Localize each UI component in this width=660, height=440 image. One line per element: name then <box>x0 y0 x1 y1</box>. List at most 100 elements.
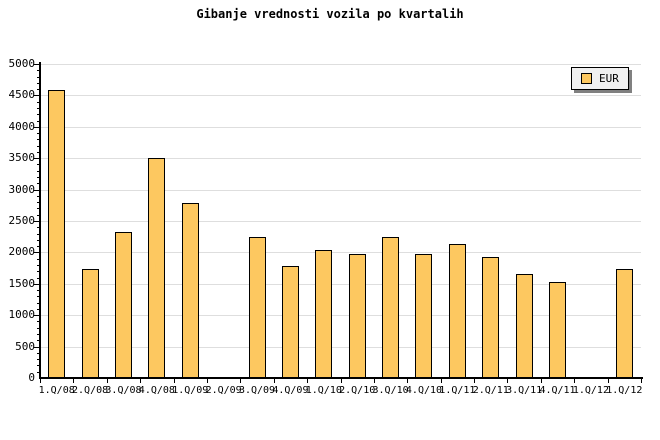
bar-1.Q/12 <box>615 269 633 378</box>
x-tick <box>474 379 476 383</box>
x-tick <box>173 379 175 383</box>
x-tick <box>307 379 309 383</box>
y-tick-label: 3000 <box>8 182 36 196</box>
x-tick <box>106 379 108 383</box>
y-tick-minor-100 <box>37 371 40 373</box>
x-tick-label: 3.Q/08 <box>105 385 142 396</box>
bar-1.Q/09 <box>181 203 199 378</box>
x-tick-label: 1.Q/10 <box>305 385 342 396</box>
bar-2.Q/10 <box>348 253 366 378</box>
y-tick-label: 500 <box>15 339 35 353</box>
y-tick-label: 2500 <box>8 214 36 227</box>
gridline-4000 <box>40 126 641 128</box>
x-tick-label: 2.Q/08 <box>72 385 109 396</box>
y-tick-major-500 <box>34 346 40 348</box>
x-tick <box>574 379 576 383</box>
x-tick-label: 1.Q/12 <box>606 385 643 396</box>
y-tick-minor-3800 <box>37 139 40 141</box>
legend-swatch-eur <box>581 73 592 84</box>
x-tick-label: 1.Q/09 <box>172 385 209 396</box>
x-tick <box>340 379 342 383</box>
y-tick-major-4000 <box>34 126 40 128</box>
y-tick-minor-400 <box>37 352 40 354</box>
bar-3.Q/09 <box>248 236 266 378</box>
y-tick-minor-3600 <box>37 151 40 153</box>
legend-label: EUR <box>599 71 619 85</box>
y-tick-minor-4200 <box>37 114 40 116</box>
y-tick-minor-4700 <box>37 82 40 84</box>
x-tick <box>273 379 275 383</box>
y-tick-label: 3500 <box>8 151 36 165</box>
y-tick-minor-300 <box>37 359 40 361</box>
x-tick <box>607 379 609 383</box>
gridline-500 <box>40 346 641 348</box>
gridline-2500 <box>40 221 641 222</box>
gridline-4500 <box>40 95 641 97</box>
x-tick <box>73 379 75 383</box>
y-tick-minor-2200 <box>37 239 40 241</box>
y-tick-minor-4900 <box>37 70 40 72</box>
y-tick-major-3000 <box>34 189 40 191</box>
y-tick-major-2000 <box>34 252 40 254</box>
y-tick-minor-3900 <box>37 133 40 135</box>
bar-3.Q/11 <box>515 273 533 378</box>
bar-4.Q/08 <box>148 158 166 378</box>
x-tick <box>206 379 208 383</box>
bar-3.Q/08 <box>114 231 132 378</box>
y-tick-minor-900 <box>37 321 40 323</box>
y-tick-minor-1600 <box>37 277 40 279</box>
x-tick-label: 3.Q/11 <box>506 385 543 396</box>
y-tick-minor-2300 <box>37 233 40 235</box>
x-tick-label: 1.Q/12 <box>572 385 609 396</box>
y-tick-minor-1100 <box>37 308 40 310</box>
bar-1.Q/11 <box>448 243 466 378</box>
x-tick-label: 3.Q/09 <box>238 385 276 396</box>
y-tick-label: 4500 <box>8 88 36 102</box>
x-tick-label: 2.Q/09 <box>205 385 242 396</box>
y-tick-major-2500 <box>34 221 40 222</box>
x-tick <box>641 379 642 383</box>
chart-title: Gibanje vrednosti vozila po kvartalih <box>196 7 464 21</box>
y-tick-label: 1500 <box>8 276 36 290</box>
bar-4.Q/11 <box>549 281 567 378</box>
bar-2.Q/11 <box>482 256 500 378</box>
y-tick-minor-800 <box>37 327 40 329</box>
y-tick-minor-600 <box>37 340 40 342</box>
y-tick-minor-2400 <box>37 227 40 229</box>
gridline-3000 <box>40 189 641 191</box>
y-tick-major-1000 <box>34 315 40 317</box>
y-tick-label: 5000 <box>8 57 36 70</box>
gridline-1000 <box>40 315 641 317</box>
y-tick-major-1500 <box>34 283 40 285</box>
x-tick <box>240 379 242 383</box>
x-axis-line <box>39 377 643 379</box>
y-tick-minor-1700 <box>37 271 40 273</box>
bar-1.Q/10 <box>315 249 333 378</box>
y-tick-minor-4600 <box>37 89 40 91</box>
y-tick-minor-1900 <box>37 258 40 260</box>
x-tick-label: 1.Q/08 <box>38 385 75 396</box>
y-tick-minor-3200 <box>37 177 40 179</box>
x-tick <box>40 379 41 383</box>
y-tick-minor-4800 <box>37 76 40 78</box>
y-tick-minor-1800 <box>37 264 40 266</box>
x-tick <box>507 379 509 383</box>
y-tick-minor-4300 <box>37 107 40 109</box>
y-tick-minor-4400 <box>37 101 40 103</box>
y-tick-major-4500 <box>34 95 40 97</box>
x-tick-label: 1.Q/11 <box>439 385 476 396</box>
y-tick-label: 2000 <box>8 245 36 259</box>
x-tick <box>373 379 375 383</box>
x-tick <box>440 379 442 383</box>
y-tick-minor-3300 <box>37 170 40 172</box>
legend: EUR <box>571 67 629 90</box>
gridline-5000 <box>40 64 641 65</box>
y-tick-label: 4000 <box>8 119 36 133</box>
y-tick-minor-700 <box>37 334 40 336</box>
y-tick-minor-2800 <box>37 202 40 204</box>
bar-4.Q/09 <box>281 265 299 378</box>
y-tick-minor-2600 <box>37 214 40 216</box>
y-tick-minor-2700 <box>37 208 40 210</box>
x-tick-label: 2.Q/10 <box>339 385 376 396</box>
